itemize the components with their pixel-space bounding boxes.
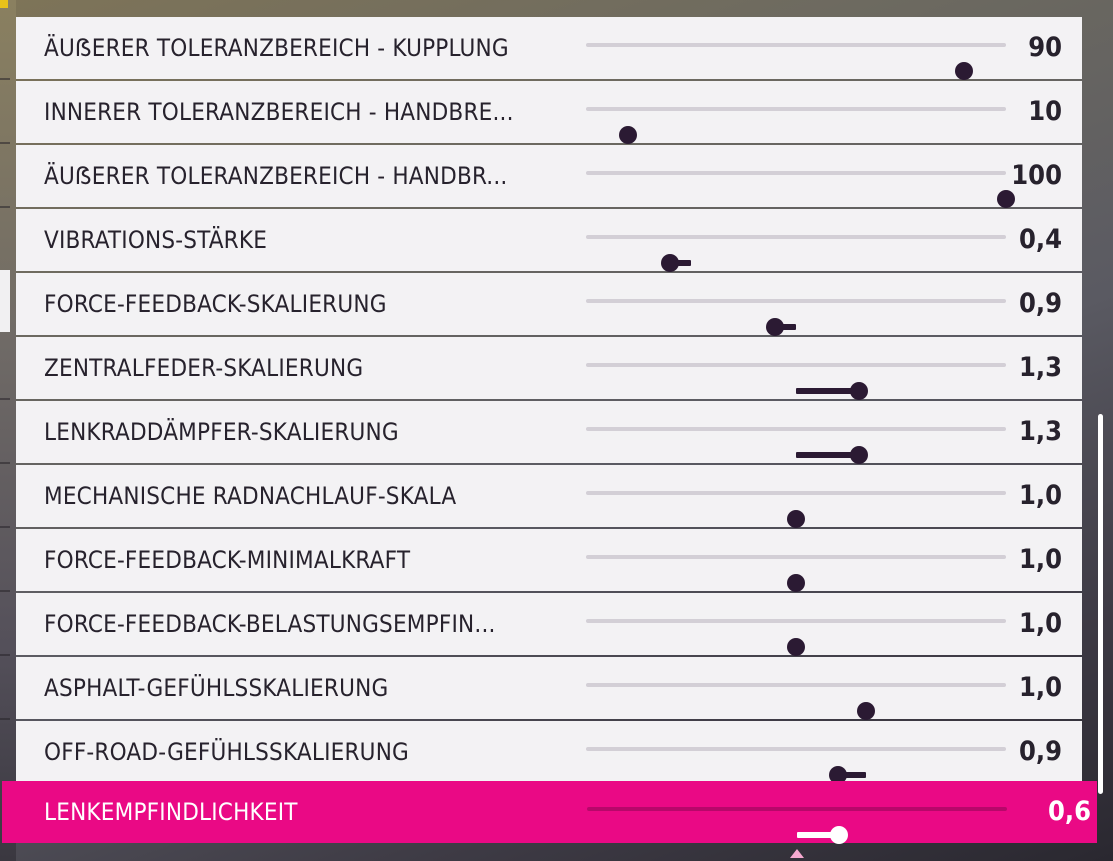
edge-tick xyxy=(0,654,10,656)
setting-row[interactable]: FORCE-FEEDBACK-BELASTUNGSEMPFIN... 1,0 xyxy=(16,593,1082,670)
edge-tick xyxy=(0,462,10,464)
setting-label: ZENTRALFEDER-SKALIERUNG xyxy=(44,354,364,382)
setting-row[interactable]: LENKRADDÄMPFER-SKALIERUNG 1,3 xyxy=(16,401,1082,478)
edge-tick xyxy=(0,590,10,592)
slider-delta xyxy=(775,324,796,330)
slider-track[interactable] xyxy=(586,299,1006,350)
setting-value: 1,0 xyxy=(1018,672,1062,703)
slider-knob-icon[interactable] xyxy=(829,766,847,784)
setting-label: ASPHALT-GEFÜHLSSKALIERUNG xyxy=(44,674,389,702)
edge-tick xyxy=(0,142,10,144)
slider-delta xyxy=(670,260,691,266)
slider-track[interactable] xyxy=(586,107,1006,158)
slider-track[interactable] xyxy=(586,747,1006,798)
setting-label: LENKRADDÄMPFER-SKALIERUNG xyxy=(44,418,399,446)
setting-row[interactable]: VIBRATIONS-STÄRKE 0,4 xyxy=(16,209,1082,286)
slider-delta xyxy=(838,772,866,778)
slider-delta xyxy=(796,388,859,394)
setting-label: FORCE-FEEDBACK-SKALIERUNG xyxy=(44,290,387,318)
setting-label: LENKEMPFINDLICHKEIT xyxy=(44,798,298,826)
edge-tick xyxy=(0,78,10,80)
setting-row[interactable]: FORCE-FEEDBACK-SKALIERUNG 0,9 xyxy=(16,273,1082,350)
setting-label: FORCE-FEEDBACK-BELASTUNGSEMPFIN... xyxy=(44,610,496,638)
background-edge xyxy=(0,0,16,861)
setting-value: 0,4 xyxy=(1018,224,1062,255)
slider-knob-icon[interactable] xyxy=(661,254,679,272)
setting-value: 1,0 xyxy=(1018,480,1062,511)
slider-knob-icon[interactable] xyxy=(787,638,805,656)
slider-delta xyxy=(796,452,859,458)
setting-label: INNERER TOLERANZBEREICH - HANDBRE... xyxy=(44,98,514,126)
scrollbar[interactable] xyxy=(1098,414,1103,794)
setting-value: 0,6 xyxy=(1047,796,1091,827)
setting-row[interactable]: ZENTRALFEDER-SKALIERUNG 1,3 xyxy=(16,337,1082,414)
tab-notch xyxy=(0,270,10,332)
setting-value: 1,3 xyxy=(1018,416,1062,447)
setting-label: ÄUẞERER TOLERANZBEREICH - KUPPLUNG xyxy=(44,34,509,62)
edge-tick xyxy=(0,526,10,528)
setting-row-selected[interactable]: LENKEMPFINDLICHKEIT 0,6 xyxy=(2,781,1097,858)
setting-row[interactable]: INNERER TOLERANZBEREICH - HANDBRE... 10 xyxy=(16,81,1082,158)
default-value-triangle-icon xyxy=(790,849,804,858)
slider-knob-icon[interactable] xyxy=(830,826,848,844)
setting-row[interactable]: ASPHALT-GEFÜHLSSKALIERUNG 1,0 xyxy=(16,657,1082,734)
slider-track[interactable] xyxy=(586,427,1006,478)
setting-value: 0,9 xyxy=(1018,736,1062,767)
edge-tick xyxy=(0,718,10,720)
setting-value: 1,0 xyxy=(1018,544,1062,575)
accent-corner xyxy=(0,0,8,8)
slider-track[interactable] xyxy=(586,619,1006,670)
slider-knob-icon[interactable] xyxy=(787,574,805,592)
setting-label: MECHANISCHE RADNACHLAUF-SKALA xyxy=(44,482,457,510)
slider-knob-icon[interactable] xyxy=(766,318,784,336)
slider-track[interactable] xyxy=(586,363,1006,414)
setting-label: OFF-ROAD-GEFÜHLSSKALIERUNG xyxy=(44,738,409,766)
slider-knob-icon[interactable] xyxy=(955,62,973,80)
setting-label: VIBRATIONS-STÄRKE xyxy=(44,226,268,254)
slider-track[interactable] xyxy=(586,43,1006,94)
setting-label: ÄUẞERER TOLERANZBEREICH - HANDBR... xyxy=(44,162,508,190)
slider-knob-icon[interactable] xyxy=(619,126,637,144)
setting-row[interactable]: OFF-ROAD-GEFÜHLSSKALIERUNG 0,9 xyxy=(16,721,1082,798)
slider-delta xyxy=(797,832,839,838)
setting-value: 100 xyxy=(1011,160,1062,191)
slider-track[interactable] xyxy=(587,807,1007,858)
setting-row[interactable]: ÄUẞERER TOLERANZBEREICH - KUPPLUNG 90 xyxy=(16,17,1082,94)
slider-track[interactable] xyxy=(586,555,1006,606)
setting-row[interactable]: ÄUẞERER TOLERANZBEREICH - HANDBR... 100 xyxy=(16,145,1082,222)
setting-row[interactable]: FORCE-FEEDBACK-MINIMALKRAFT 1,0 xyxy=(16,529,1082,606)
setting-row[interactable]: MECHANISCHE RADNACHLAUF-SKALA 1,0 xyxy=(16,465,1082,542)
setting-value: 90 xyxy=(1028,32,1062,63)
slider-knob-icon[interactable] xyxy=(850,382,868,400)
slider-knob-icon[interactable] xyxy=(787,510,805,528)
setting-value: 1,3 xyxy=(1018,352,1062,383)
slider-knob-icon[interactable] xyxy=(997,190,1015,208)
slider-track[interactable] xyxy=(586,235,1006,286)
slider-knob-icon[interactable] xyxy=(850,446,868,464)
edge-tick xyxy=(0,398,10,400)
setting-value: 10 xyxy=(1028,96,1062,127)
slider-track[interactable] xyxy=(586,491,1006,542)
setting-value: 1,0 xyxy=(1018,608,1062,639)
setting-label: FORCE-FEEDBACK-MINIMALKRAFT xyxy=(44,546,411,574)
slider-track[interactable] xyxy=(586,683,1006,734)
slider-track[interactable] xyxy=(586,171,1015,222)
edge-tick xyxy=(0,206,10,208)
slider-knob-icon[interactable] xyxy=(857,702,875,720)
setting-value: 0,9 xyxy=(1018,288,1062,319)
settings-list: ÄUẞERER TOLERANZBEREICH - KUPPLUNG 90 INNE… xyxy=(2,17,1097,858)
